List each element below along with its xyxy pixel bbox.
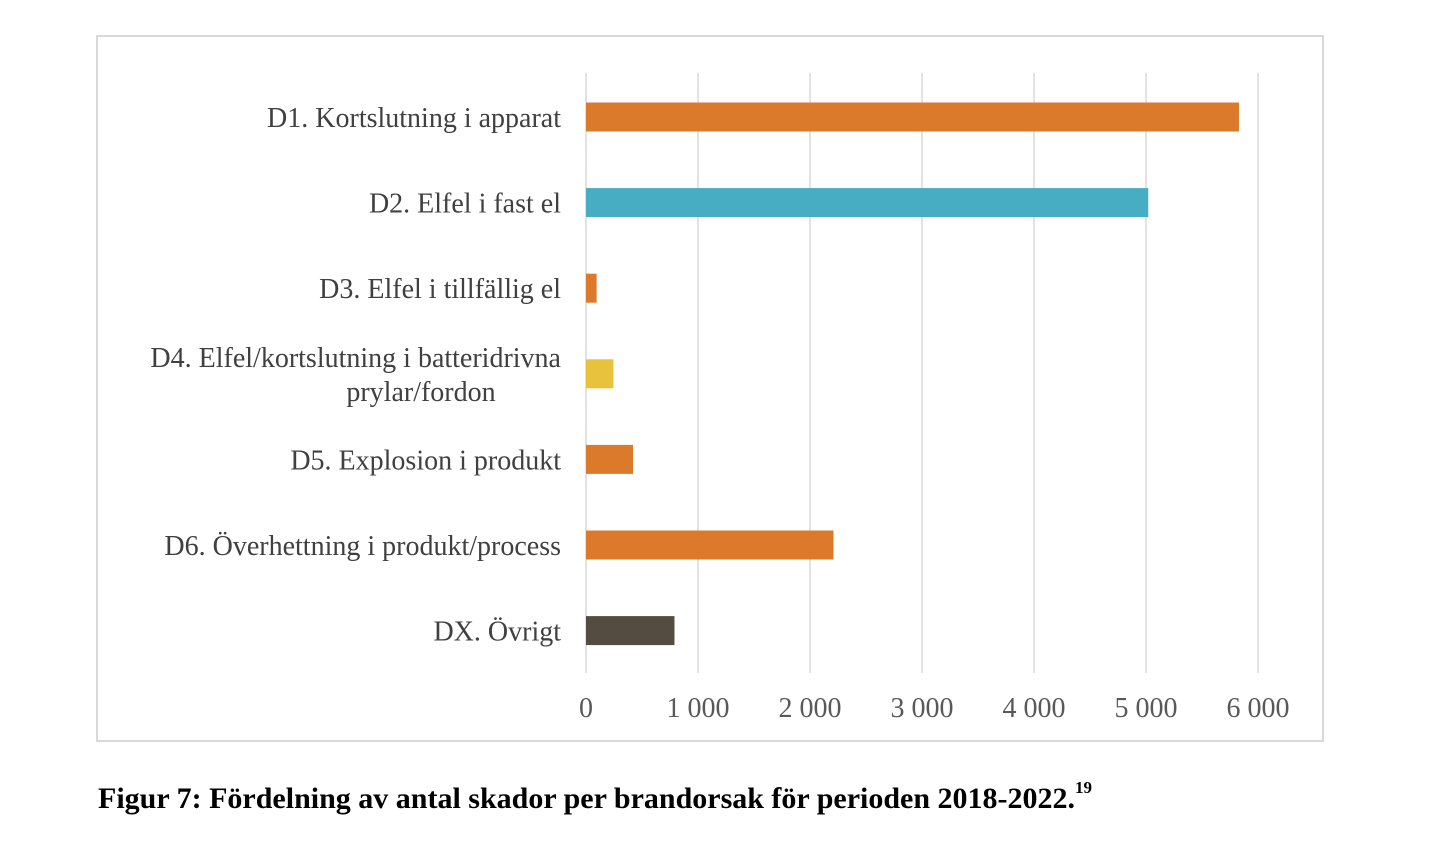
x-tick-labels: 0 1 000 2 000 3 000 4 000 5 000 6 000 xyxy=(579,693,1290,724)
category-label: D2. Elfel i fast el xyxy=(369,189,561,220)
bar xyxy=(586,102,1239,132)
category-label: D1. Kortslutning i apparat xyxy=(267,103,561,134)
bar xyxy=(586,616,675,646)
bars xyxy=(586,102,1239,646)
chart-frame: D1. Kortslutning i apparat D2. Elfel i fa… xyxy=(96,35,1324,742)
x-tick-label: 5 000 xyxy=(1115,693,1178,724)
bar xyxy=(586,359,614,389)
category-label: D6. Överhettning i produkt/process xyxy=(164,531,561,562)
figure-caption: Figur 7: Fördelning av antal skador per … xyxy=(98,778,1092,816)
category-labels: D1. Kortslutning i apparat D2. Elfel i fa… xyxy=(150,103,561,648)
caption-text: Figur 7: Fördelning av antal skador per … xyxy=(98,782,1076,815)
x-tick-label: 2 000 xyxy=(779,693,842,724)
x-tick-label: 3 000 xyxy=(891,693,954,724)
gridlines xyxy=(585,73,1259,673)
bar xyxy=(586,530,834,560)
category-label: D4. Elfel/kortslutning i batteridrivna pr… xyxy=(150,343,561,408)
caption-footnote: 19 xyxy=(1075,778,1093,797)
bar xyxy=(586,444,634,474)
bar-chart: D1. Kortslutning i apparat D2. Elfel i fa… xyxy=(150,73,1290,724)
bar xyxy=(586,188,1149,218)
x-tick-label: 0 xyxy=(579,693,593,724)
bar xyxy=(586,273,597,303)
category-label: DX. Övrigt xyxy=(433,617,561,648)
x-tick-label: 4 000 xyxy=(1003,693,1066,724)
x-tick-label: 1 000 xyxy=(667,693,730,724)
x-tick-label: 6 000 xyxy=(1227,693,1290,724)
category-label: D5. Explosion i produkt xyxy=(290,445,561,476)
category-label: D3. Elfel i tillfällig el xyxy=(319,274,561,305)
